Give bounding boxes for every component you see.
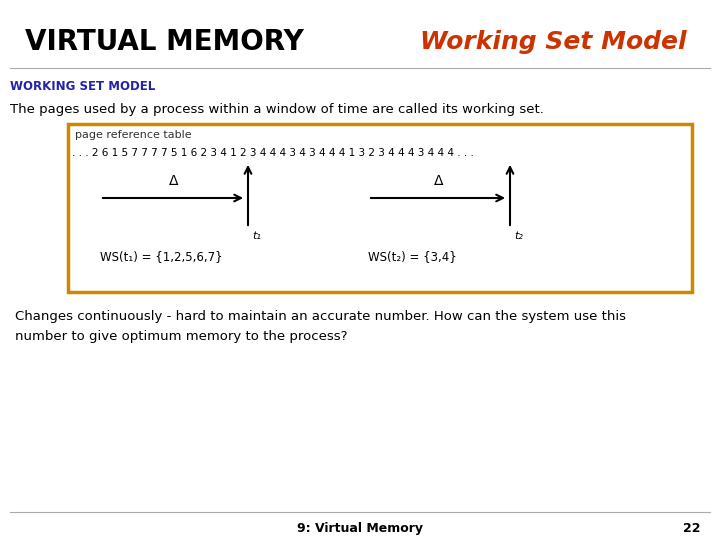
Text: Changes continuously - hard to maintain an accurate number. How can the system u: Changes continuously - hard to maintain …	[15, 310, 626, 343]
Text: Working Set Model: Working Set Model	[420, 30, 687, 54]
Text: t₂: t₂	[514, 231, 523, 241]
Text: VIRTUAL MEMORY: VIRTUAL MEMORY	[25, 28, 304, 56]
Text: The pages used by a process within a window of time are called its working set.: The pages used by a process within a win…	[10, 103, 544, 116]
Text: t₁: t₁	[252, 231, 261, 241]
Text: WS(t₁) = {1,2,5,6,7}: WS(t₁) = {1,2,5,6,7}	[100, 250, 222, 263]
Text: WORKING SET MODEL: WORKING SET MODEL	[10, 80, 156, 93]
Text: Δ: Δ	[434, 174, 444, 188]
FancyBboxPatch shape	[68, 124, 692, 292]
Text: . . . 2 6 1 5 7 7 7 7 5 1 6 2 3 4 1 2 3 4 4 4 3 4 3 4 4 4 1 3 2 3 4 4 4 3 4 4 4 : . . . 2 6 1 5 7 7 7 7 5 1 6 2 3 4 1 2 3 …	[72, 148, 474, 158]
Text: 9: Virtual Memory: 9: Virtual Memory	[297, 522, 423, 535]
Text: page reference table: page reference table	[75, 130, 192, 140]
Text: WS(t₂) = {3,4}: WS(t₂) = {3,4}	[368, 250, 456, 263]
Text: Δ: Δ	[169, 174, 179, 188]
Text: 22: 22	[683, 522, 700, 535]
